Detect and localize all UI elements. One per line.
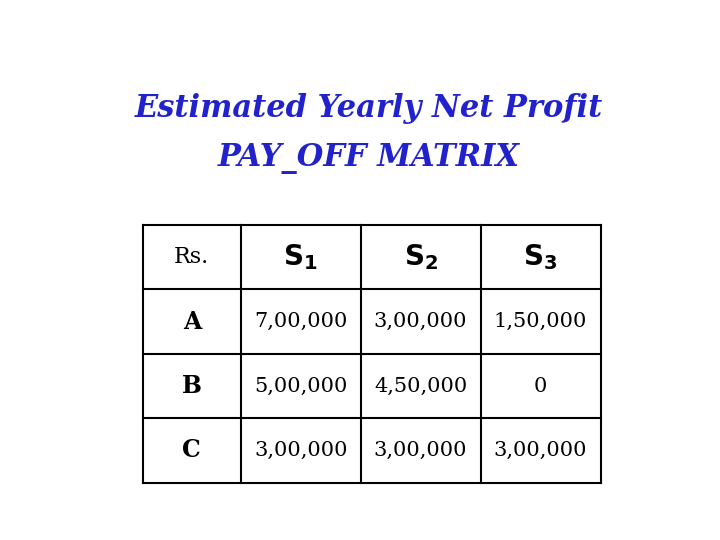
Text: 0: 0 [534,376,547,395]
Text: PAY_OFF MATRIX: PAY_OFF MATRIX [218,143,520,174]
Text: 4,50,000: 4,50,000 [374,376,467,395]
Text: A: A [183,309,201,334]
Text: Estimated Yearly Net Profit: Estimated Yearly Net Profit [135,93,603,124]
Text: B: B [182,374,202,398]
Text: $\mathbf{S_{1}}$: $\mathbf{S_{1}}$ [284,242,318,272]
Text: 3,00,000: 3,00,000 [374,441,467,460]
Text: $\mathbf{S_{2}}$: $\mathbf{S_{2}}$ [403,242,438,272]
Text: 3,00,000: 3,00,000 [494,441,588,460]
Text: 1,50,000: 1,50,000 [494,312,588,331]
Text: 5,00,000: 5,00,000 [254,376,347,395]
Text: 7,00,000: 7,00,000 [254,312,347,331]
Text: Rs.: Rs. [174,246,210,268]
Text: C: C [182,438,201,462]
Text: 3,00,000: 3,00,000 [254,441,347,460]
Text: $\mathbf{S_{3}}$: $\mathbf{S_{3}}$ [523,242,558,272]
Text: 3,00,000: 3,00,000 [374,312,467,331]
